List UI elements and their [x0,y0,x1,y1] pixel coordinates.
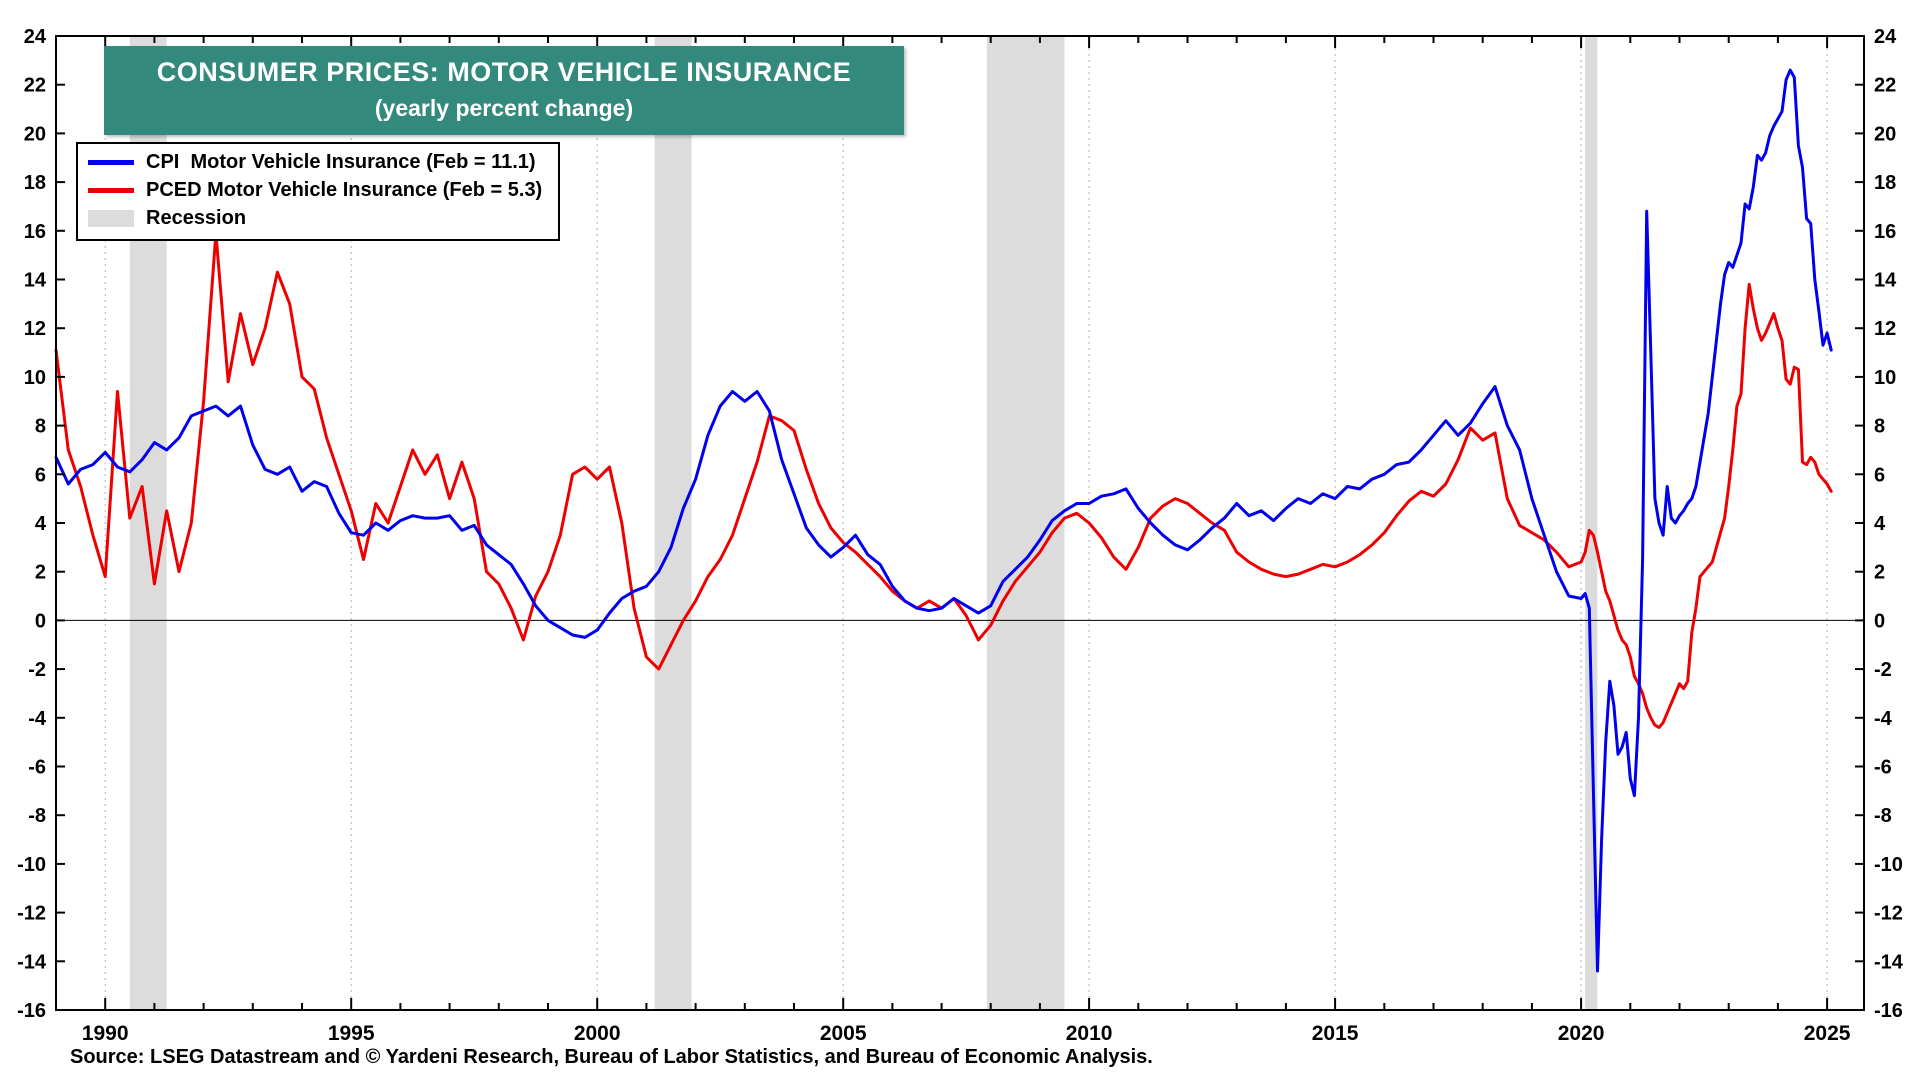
y-axis-label-left: 16 [24,221,46,243]
y-axis-label-right: 24 [1874,26,1897,48]
y-axis-label-right: 14 [1874,270,1897,292]
y-axis-label-left: -10 [17,854,46,876]
y-axis-label-right: 16 [1874,221,1896,243]
y-axis-label-right: 18 [1874,172,1896,194]
cpi-line-swatch [88,160,134,165]
y-axis-label-right: -14 [1874,951,1904,973]
x-axis-label: 2015 [1312,1022,1359,1045]
x-axis-label: 2025 [1804,1022,1851,1045]
y-axis-label-left: 18 [24,172,46,194]
y-axis-label-right: -16 [1874,1000,1903,1022]
y-axis-label-left: 8 [35,416,46,438]
legend-item-recession: Recession [88,207,542,230]
y-axis-label-left: 6 [35,464,46,486]
y-axis-label-left: -6 [28,757,46,779]
x-axis-label: 2000 [574,1022,621,1045]
legend-label-pced: PCED Motor Vehicle Insurance (Feb = 5.3) [146,179,543,201]
y-axis-label-left: -12 [17,903,46,925]
y-axis-label-right: 6 [1874,464,1885,486]
y-axis-label-left: -8 [28,805,46,827]
legend-item-cpi: CPI Motor Vehicle Insurance (Feb = 11.1) [88,151,542,174]
cpi-line [54,68,1833,973]
y-axis-label-left: 4 [35,513,47,535]
y-axis-label-left: -2 [28,659,46,681]
y-axis-label-right: 2 [1874,562,1885,584]
chart-subtitle: (yearly percent change) [374,95,634,121]
recession-band [986,36,1065,1010]
y-axis-label-left: 12 [24,318,46,340]
x-axis-label: 2020 [1558,1022,1605,1045]
pced-line [54,231,1833,729]
y-axis-label-right: -12 [1874,903,1903,925]
x-axis-label: 2005 [820,1022,867,1045]
legend-item-pced: PCED Motor Vehicle Insurance (Feb = 5.3) [88,179,542,202]
y-axis-label-right: 10 [1874,367,1896,389]
recession-band-swatch [88,210,134,227]
y-axis-label-right: 20 [1874,123,1896,145]
pced-line-swatch [88,188,134,193]
x-axis-label: 2010 [1066,1022,1113,1045]
y-axis-label-right: 4 [1874,513,1886,535]
legend: CPI Motor Vehicle Insurance (Feb = 11.1)… [76,142,561,241]
chart-title-box: CONSUMER PRICES: MOTOR VEHICLE INSURANCE… [104,46,904,135]
y-axis-label-left: -16 [17,1000,46,1022]
legend-label-recession: Recession [146,207,247,229]
y-axis-label-left: 10 [24,367,46,389]
recession-band [654,36,692,1010]
x-axis-label: 1995 [328,1022,375,1045]
y-axis-label-right: 8 [1874,416,1885,438]
y-axis-label-left: 0 [35,610,46,632]
y-axis-label-right: 22 [1874,75,1896,97]
y-axis-label-right: -8 [1874,805,1892,827]
y-axis-label-left: -4 [28,708,47,730]
y-axis-label-left: -14 [17,951,47,973]
y-axis-label-left: 2 [35,562,46,584]
chart-title: CONSUMER PRICES: MOTOR VEHICLE INSURANCE [156,57,852,87]
y-axis-label-left: 24 [24,26,47,48]
y-axis-label-right: -4 [1874,708,1893,730]
x-axis-label: 1990 [82,1022,129,1045]
y-axis-label-left: 22 [24,75,46,97]
y-axis-label-left: 14 [24,270,47,292]
source-note: Source: LSEG Datastream and © Yardeni Re… [70,1046,1153,1068]
y-axis-label-right: -6 [1874,757,1892,779]
y-axis-label-right: -2 [1874,659,1892,681]
y-axis-label-right: 12 [1874,318,1896,340]
y-axis-label-right: 0 [1874,610,1885,632]
y-axis-label-right: -10 [1874,854,1903,876]
y-axis-label-left: 20 [24,123,46,145]
legend-label-cpi: CPI Motor Vehicle Insurance (Feb = 11.1) [146,151,536,173]
